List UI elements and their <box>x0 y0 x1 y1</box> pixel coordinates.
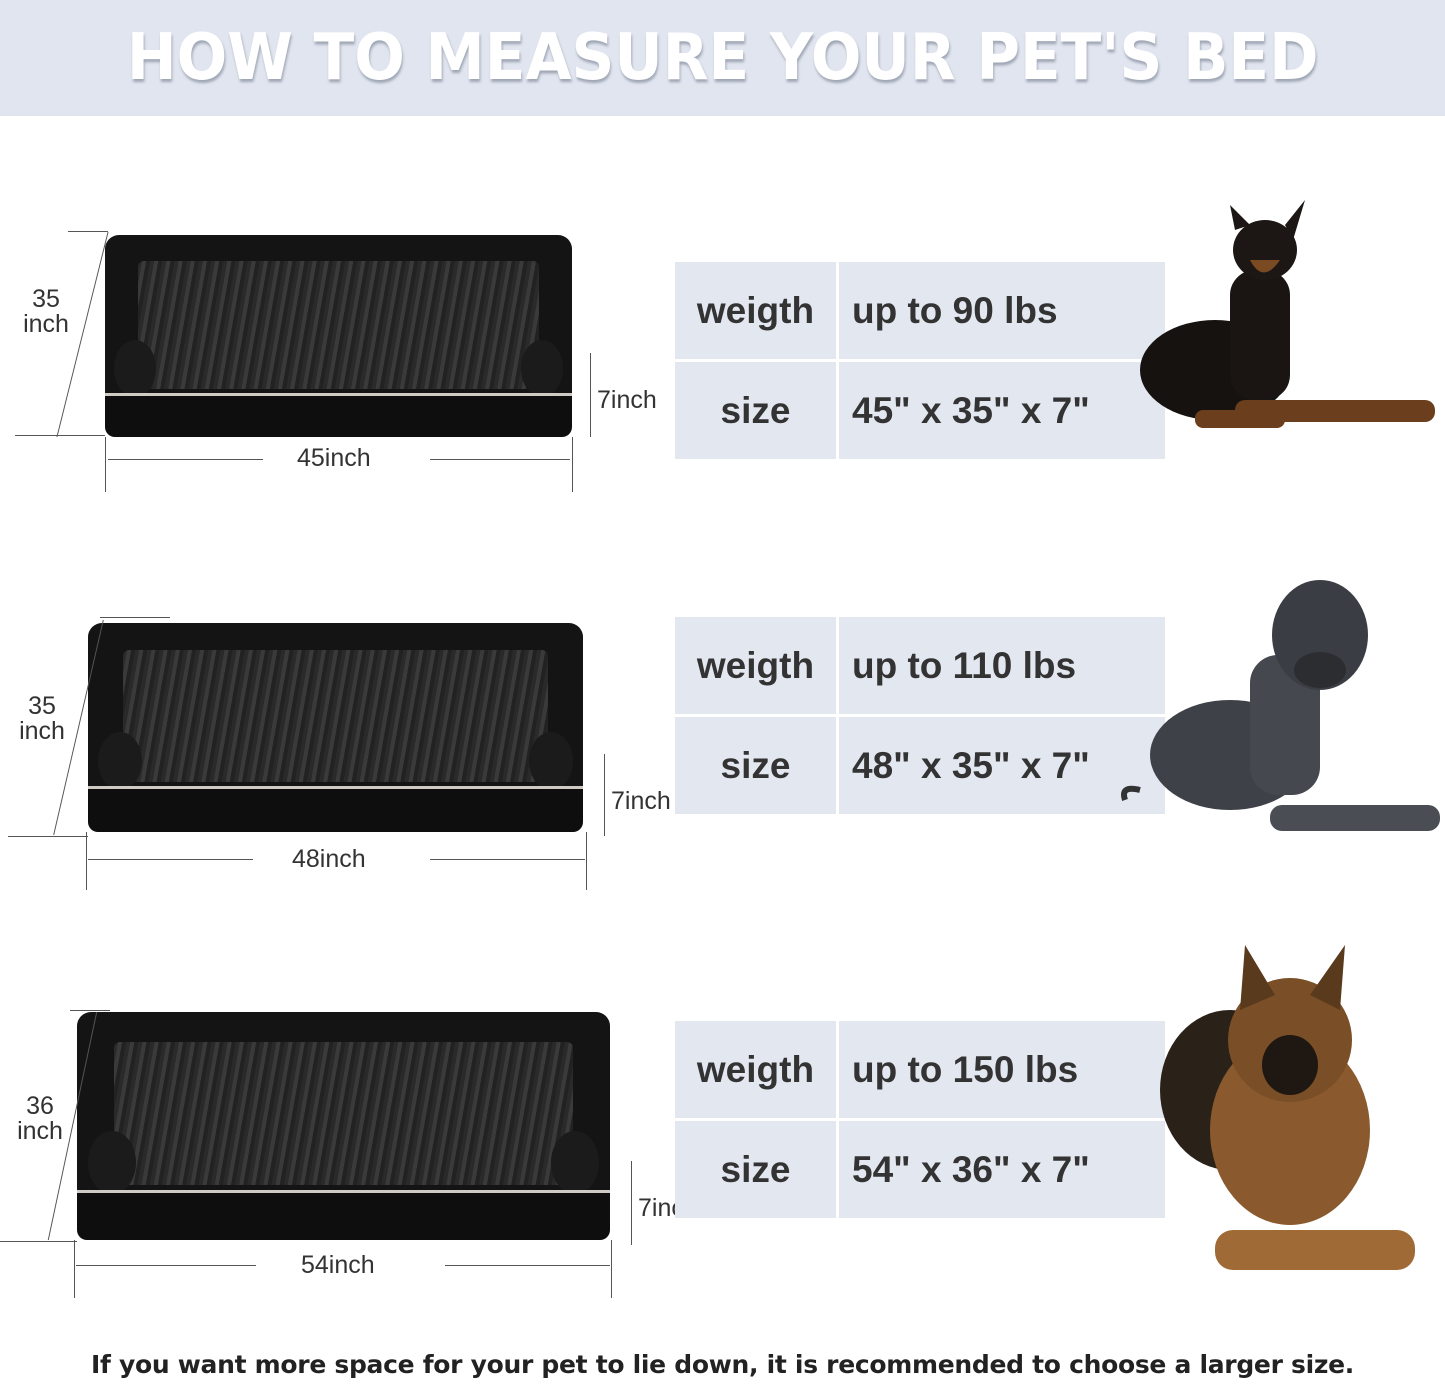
weight-value: up to 90 lbs <box>839 262 1165 359</box>
depth-label: 36 inch <box>17 1092 63 1145</box>
width-label: 48inch <box>292 845 366 873</box>
doberman-image <box>1140 200 1435 428</box>
size-value: 45" x 35" x 7" <box>839 362 1165 459</box>
size-key: size <box>675 362 836 459</box>
size-value: 48" x 35" x 7" <box>839 717 1165 814</box>
height-label: 7inch <box>597 386 657 414</box>
size-value: 54" x 36" x 7" <box>839 1121 1165 1218</box>
depth-label: 35 inch <box>23 285 69 338</box>
weight-value: up to 150 lbs <box>839 1021 1165 1118</box>
spec-table: weigth up to 150 lbs size 54" x 36" x 7" <box>672 1018 1168 1221</box>
weight-key: weigth <box>675 617 836 714</box>
great-dane-image <box>1121 580 1440 831</box>
recommendation-note: If you want more space for your pet to l… <box>91 1350 1354 1379</box>
bed-image-small <box>105 235 572 437</box>
spec-table: weigth up to 90 lbs size 45" x 35" x 7" <box>672 259 1168 462</box>
weight-key: weigth <box>675 1021 836 1118</box>
weight-key: weigth <box>675 262 836 359</box>
spec-table: weigth up to 110 lbs size 48" x 35" x 7" <box>672 614 1168 817</box>
size-key: size <box>675 1121 836 1218</box>
bed-image-medium <box>88 623 583 832</box>
size-key: size <box>675 717 836 814</box>
height-label: 7inch <box>611 787 671 815</box>
german-shepherd-image <box>1160 945 1415 1270</box>
page-title: HOW TO MEASURE YOUR PET'S BED <box>126 21 1319 95</box>
weight-value: up to 110 lbs <box>839 617 1165 714</box>
width-label: 45inch <box>297 444 371 472</box>
header-banner: HOW TO MEASURE YOUR PET'S BED <box>0 0 1445 116</box>
depth-label: 35 inch <box>19 692 65 745</box>
width-label: 54inch <box>301 1251 375 1279</box>
bed-image-large <box>77 1012 610 1240</box>
